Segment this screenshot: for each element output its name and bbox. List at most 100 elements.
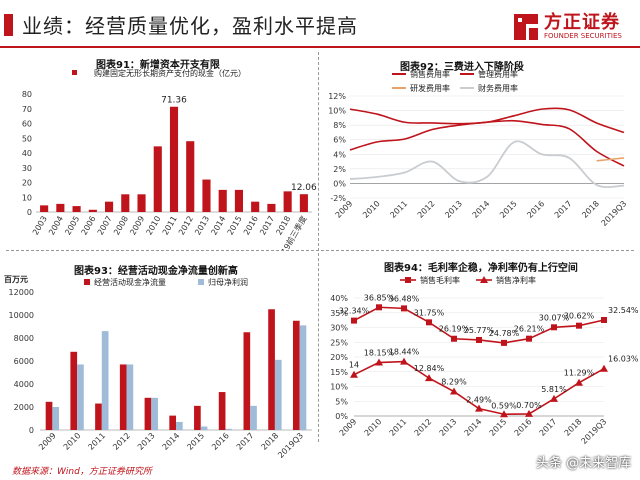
data-point [351, 317, 357, 324]
data-label: 8.29% [441, 378, 467, 387]
y-tick-label: 80 [22, 90, 32, 99]
bar [250, 405, 257, 430]
data-point [426, 319, 432, 326]
x-tick-label: 2012 [111, 431, 132, 452]
y-tick-label: 35% [330, 309, 348, 318]
bar [121, 194, 130, 212]
data-point [575, 378, 583, 386]
x-tick-label: 2008 [112, 215, 130, 237]
chart-fig94: 0%5%10%15%20%25%30%35%40%2009 2010 2011 201… [330, 275, 638, 446]
data-point [400, 357, 408, 365]
x-tick-label: 2017 [538, 417, 559, 438]
y-tick-label: 0% [335, 412, 348, 421]
y-tick-label: 8000 [14, 334, 34, 343]
x-tick-label: 2013 [438, 417, 459, 438]
legend-label: 经营活动现金净流量 [94, 277, 166, 287]
data-point [376, 304, 382, 311]
data-label: 30.62% [564, 312, 595, 321]
bar [267, 203, 276, 212]
bar [268, 309, 275, 430]
x-tick-label: 2017 [235, 431, 256, 452]
y-tick-label: 2% [333, 165, 346, 174]
y-tick-label: 10% [330, 383, 348, 392]
data-point [501, 339, 507, 346]
x-tick-label: 2012 [413, 417, 434, 438]
data-label: 71.36 [161, 96, 187, 106]
data-label: 30.07% [539, 313, 570, 322]
bar [70, 351, 78, 430]
y-tick-label: 60 [22, 120, 32, 129]
chart-title-fig94: 图表94：毛利率企稳，净利率仍有上行空间 [384, 263, 578, 274]
bar [153, 146, 162, 212]
chart-fig93: 百万元 0 2000 4000 6000 8000 10000 12000 经营活动现金净流量 归… [4, 275, 312, 458]
bar [218, 189, 227, 212]
bar [88, 209, 97, 212]
bar [151, 397, 158, 430]
bar [274, 359, 282, 430]
legend-marker [198, 279, 204, 285]
legend-label: 销售毛利率 [420, 275, 460, 285]
bar [56, 203, 65, 212]
bar [234, 189, 243, 212]
data-point [451, 335, 457, 342]
series-line [349, 107, 625, 134]
data-point [525, 409, 533, 417]
bar [77, 364, 84, 430]
logo-text-en: FOUNDER SECURITIES [544, 32, 622, 40]
bar [243, 332, 251, 430]
y-tick-label: 2000 [14, 403, 34, 412]
x-tick-label: 2011 [388, 417, 409, 438]
bar [95, 403, 102, 430]
chart-fig91: 0 10 20 30 40 50 60 70 80 购建固定无形长期资产支付的现金（亿元） 2003… [22, 68, 317, 250]
y-tick-label: 12% [328, 92, 346, 101]
data-point [375, 358, 383, 366]
y-tick-label: 25% [330, 338, 348, 347]
x-tick-label: 2013 [443, 199, 464, 220]
page-title: 业绩：经营质量优化，盈利水平提高 [22, 14, 358, 38]
x-tick-label: 2017 [553, 199, 574, 220]
bar [45, 401, 53, 430]
legend-label: 研发费用率 [410, 83, 450, 93]
data-label: 36.85% [364, 293, 395, 302]
x-tick-label: 2015 [498, 199, 519, 220]
vertical-divider [318, 52, 319, 442]
legend-label: 财务费用率 [478, 83, 518, 93]
bar [40, 205, 49, 212]
bar [186, 141, 195, 212]
data-label: 11.29% [564, 369, 595, 378]
legend-marker [72, 70, 77, 75]
y-tick-label: 0% [333, 179, 346, 188]
data-point [550, 394, 558, 402]
x-tick-label: 2019Q3 [276, 431, 305, 458]
x-tick-label: 2014 [209, 215, 227, 237]
x-tick-label: 2010 [363, 417, 384, 438]
data-label: 16.03% [608, 355, 638, 364]
data-label: 24.78% [489, 329, 520, 338]
logo-text-cn: 方正证券 [544, 12, 620, 33]
chart-title-fig91: 图表91：新增资本开支有限 [96, 60, 220, 71]
x-tick-label: 2003 [31, 215, 49, 237]
chart-title-fig93: 图表93：经营活动现金净流量创新高 [74, 266, 238, 277]
data-point [500, 410, 508, 418]
data-point [576, 322, 582, 329]
x-tick-label: 2007 [96, 215, 114, 237]
data-point [425, 374, 433, 382]
y-tick-label: 10% [328, 107, 346, 116]
x-tick-label: 2006 [80, 215, 98, 237]
data-point [476, 336, 482, 343]
y-tick-label: 20% [330, 353, 348, 362]
bar [200, 426, 208, 430]
bar [299, 194, 308, 212]
data-point [401, 305, 407, 312]
x-tick-label: 2016 [210, 431, 231, 452]
header-accent-bar [4, 14, 13, 36]
y-tick-label: 6% [333, 136, 346, 145]
data-point [600, 364, 608, 372]
x-tick-label: 2016 [513, 417, 534, 438]
y-tick-label: 10000 [9, 311, 34, 320]
x-tick-label: 2018 [563, 417, 584, 438]
x-tick-label: 2011 [388, 199, 409, 220]
bar [126, 364, 134, 430]
data-point [450, 387, 458, 395]
data-point [350, 370, 358, 378]
